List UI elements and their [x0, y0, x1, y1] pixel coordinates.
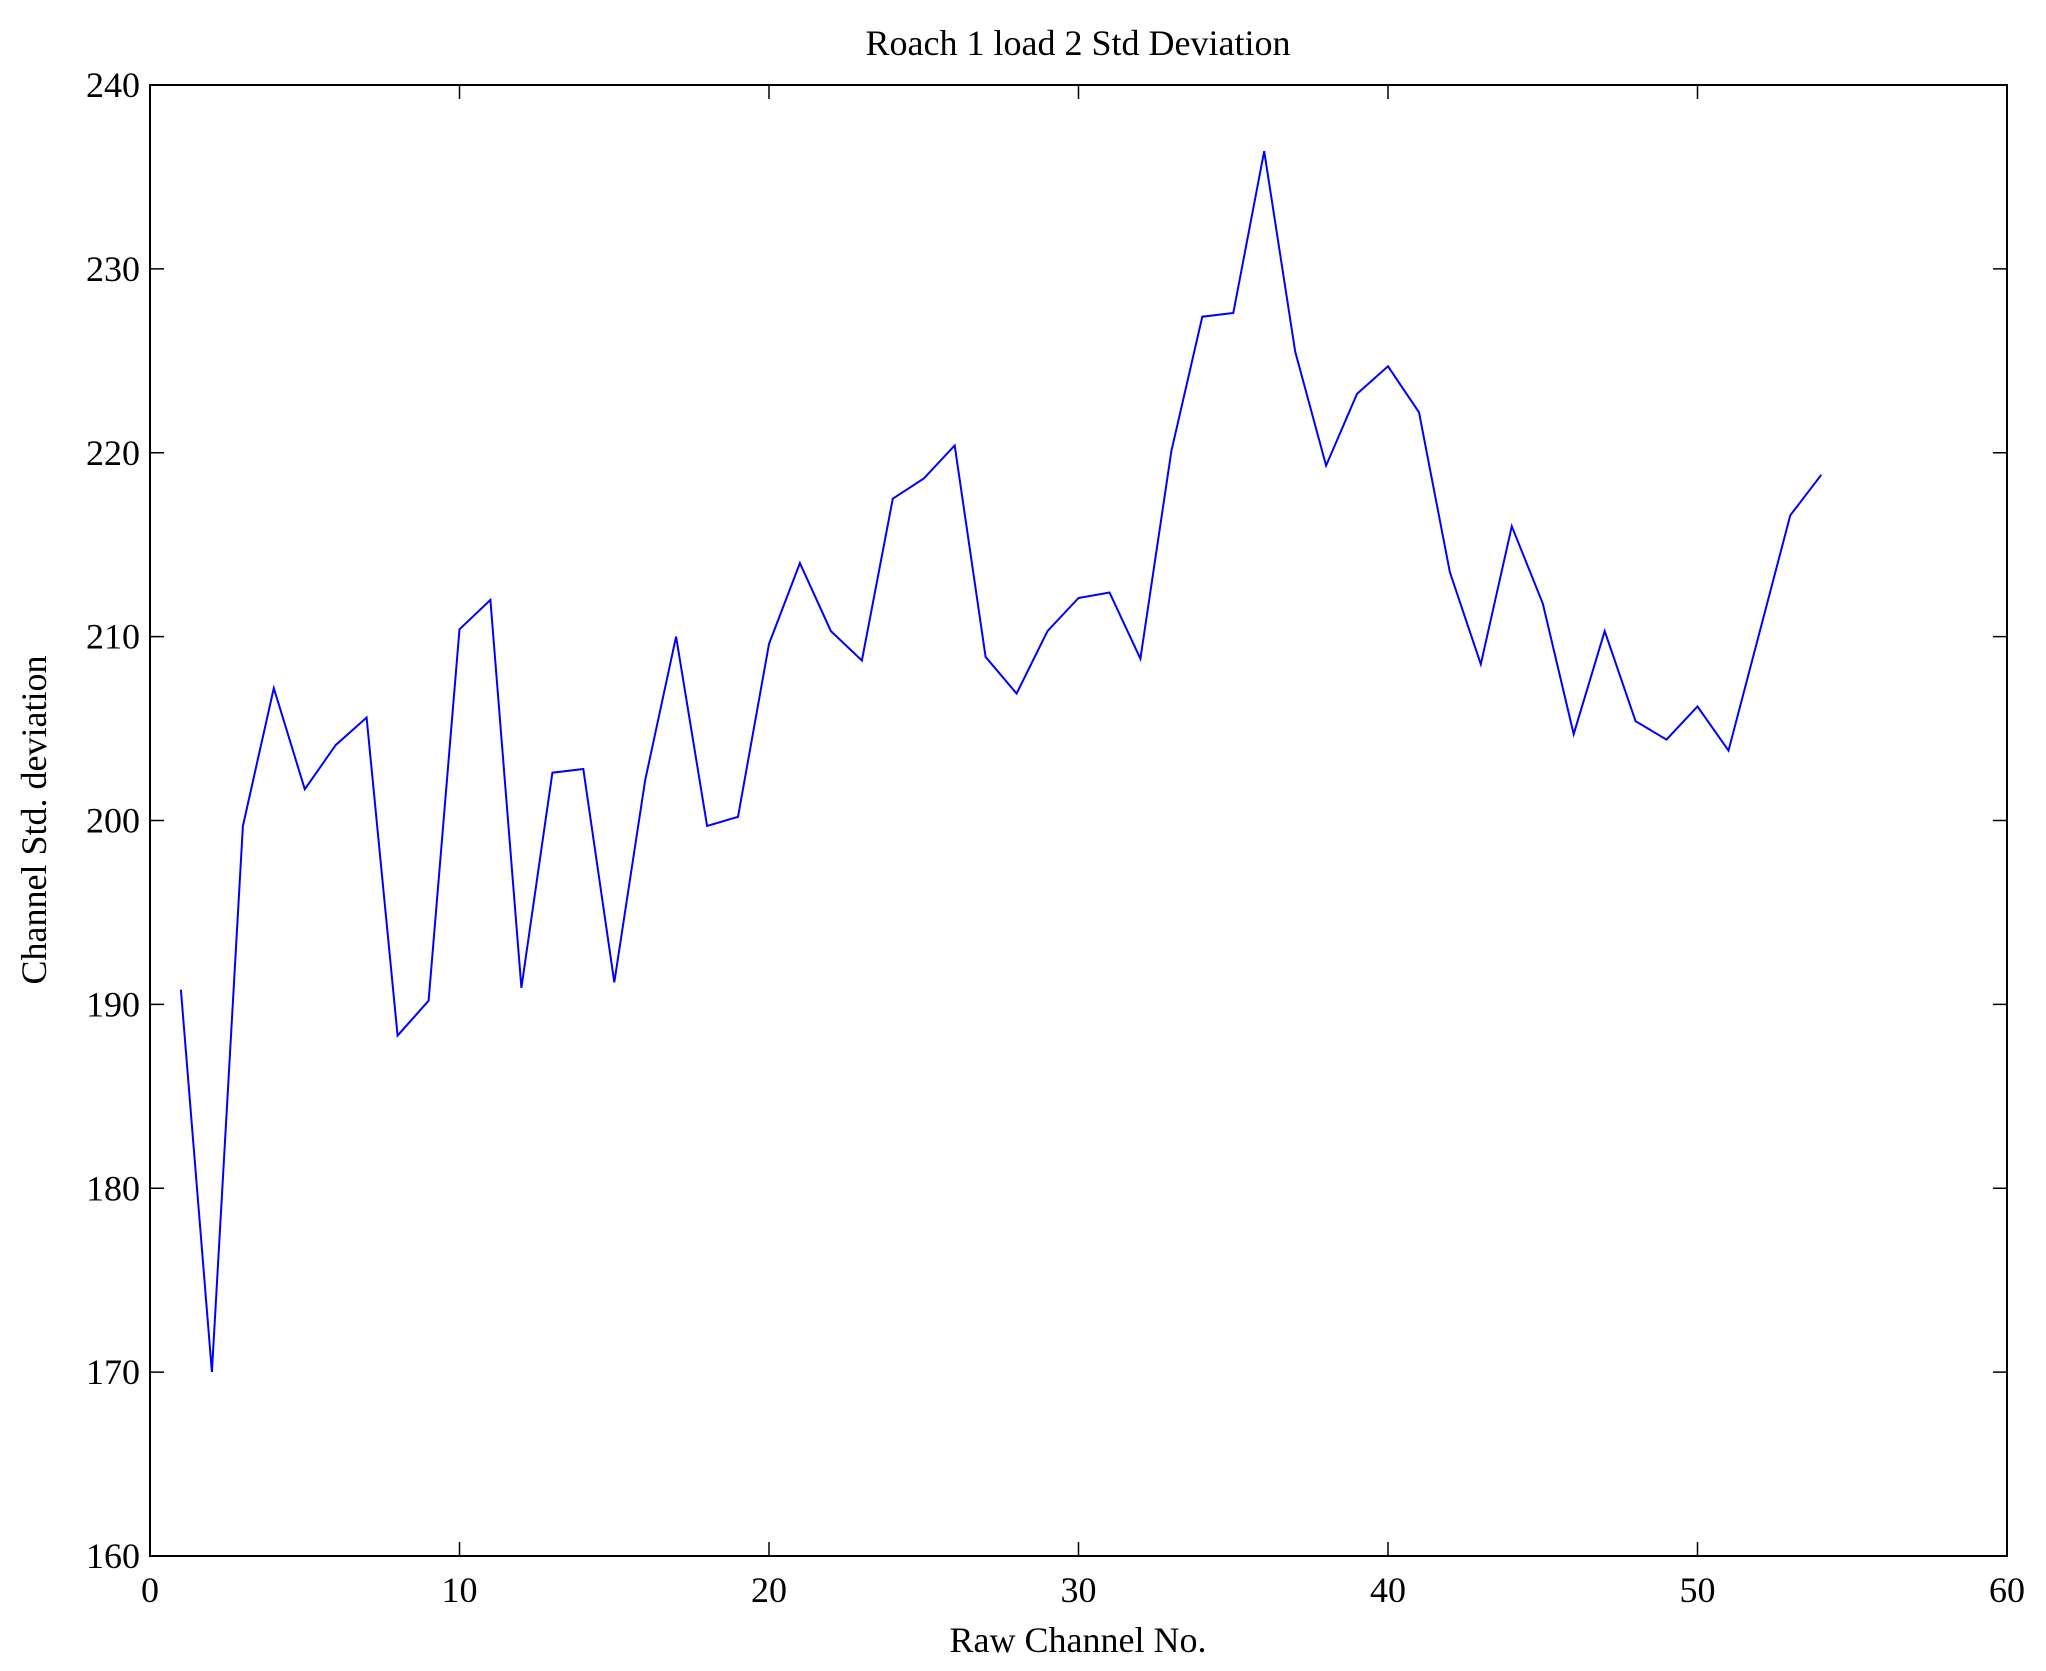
- y-tick-label: 210: [86, 617, 140, 657]
- y-tick-label: 200: [86, 801, 140, 841]
- plot-frame: [149, 84, 2008, 1557]
- y-axis-label: Channel Std. deviation: [14, 656, 54, 985]
- x-tick-label: 20: [751, 1570, 787, 1610]
- x-axis-label: Raw Channel No.: [950, 1620, 1207, 1660]
- y-tick-label: 170: [86, 1352, 140, 1392]
- y-tick-label: 160: [86, 1536, 140, 1576]
- x-tick-label: 40: [1370, 1570, 1406, 1610]
- y-tick-label: 190: [86, 984, 140, 1024]
- x-tick-label: 30: [1061, 1570, 1097, 1610]
- x-tick-label: 10: [442, 1570, 478, 1610]
- series-line: [179, 151, 1823, 1373]
- y-tick-label: 220: [86, 433, 140, 473]
- x-tick-label: 60: [1989, 1570, 2025, 1610]
- x-tick-label: 50: [1680, 1570, 1716, 1610]
- y-tick-label: 240: [86, 65, 140, 105]
- y-tick-label: 230: [86, 249, 140, 289]
- x-tick-label: 0: [141, 1570, 159, 1610]
- y-tick-label: 180: [86, 1168, 140, 1208]
- chart-title: Roach 1 load 2 Std Deviation: [866, 23, 1291, 63]
